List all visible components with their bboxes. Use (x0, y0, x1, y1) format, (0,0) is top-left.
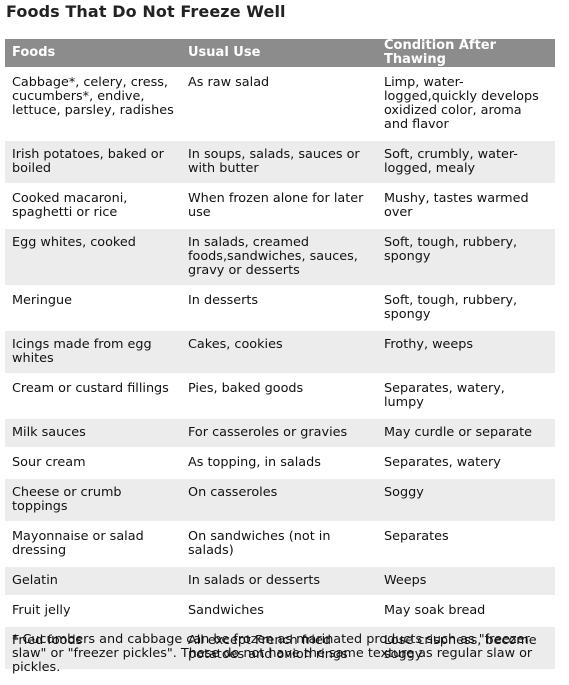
header-foods: Foods (5, 39, 181, 68)
food-cell: Fried foods (5, 625, 181, 669)
usual-use-cell: All except French fried potatoes and oni… (181, 625, 377, 669)
condition-cell: Weeps (377, 565, 555, 596)
usual-use-cell: As topping, in salads (181, 447, 377, 478)
table-row: Gelatin In salads or desserts Weeps (5, 565, 555, 596)
table-row: Milk sauces For casseroles or gravies May … (5, 417, 555, 448)
condition-cell: Separates, watery, lumpy (377, 373, 555, 418)
table-row: Fruit jelly Sandwiches May soak bread (5, 595, 555, 626)
condition-cell: Frothy, weeps (377, 329, 555, 374)
table-row: Cheese or crumb toppings On casseroles Sog… (5, 477, 555, 522)
food-cell: Cabbage*, celery, cress, cucumbers*, end… (5, 67, 181, 140)
usual-use-cell: Cakes, cookies (181, 329, 377, 374)
condition-cell: Mushy, tastes warmed over (377, 183, 555, 228)
usual-use-cell: In salads or desserts (181, 565, 377, 596)
table-header-row: Foods Usual Use Condition After Thawing (5, 39, 555, 68)
table-row: Cream or custard fillings Pies, baked goo… (5, 373, 555, 418)
condition-cell: Lose crispness, become soggy (377, 625, 555, 669)
condition-cell: May soak bread (377, 595, 555, 626)
usual-use-cell: Pies, baked goods (181, 373, 377, 418)
food-cell: Fruit jelly (5, 595, 181, 626)
condition-cell: Soft, tough, rubbery, spongy (377, 227, 555, 286)
food-cell: Cooked macaroni, spaghetti or rice (5, 183, 181, 228)
table-row: Icings made from egg whites Cakes, cookie… (5, 329, 555, 374)
food-cell: Sour cream (5, 447, 181, 478)
food-cell: Milk sauces (5, 417, 181, 448)
usual-use-cell: For casseroles or gravies (181, 417, 377, 448)
table-row: Cooked macaroni, spaghetti or rice When f… (5, 183, 555, 228)
usual-use-cell: In soups, salads, sauces or with butter (181, 139, 377, 184)
table-row: Irish potatoes, baked or boiled In soups,… (5, 139, 555, 184)
food-cell: Egg whites, cooked (5, 227, 181, 286)
usual-use-cell: In salads, creamed foods,sandwiches, sau… (181, 227, 377, 286)
condition-cell: Separates (377, 521, 555, 566)
usual-use-cell: Sandwiches (181, 595, 377, 626)
food-cell: Mayonnaise or salad dressing (5, 521, 181, 566)
food-cell: Gelatin (5, 565, 181, 596)
usual-use-cell: In desserts (181, 285, 377, 330)
food-cell: Irish potatoes, baked or boiled (5, 139, 181, 184)
footnote: * Cucumbers and cabbage can be frozen as… (12, 632, 533, 675)
condition-cell: Soggy (377, 477, 555, 522)
table-body: Cabbage*, celery, cress, cucumbers*, end… (5, 67, 555, 669)
condition-cell: Limp, water-logged,quickly develops oxid… (377, 67, 555, 140)
table-row: Egg whites, cooked In salads, creamed foo… (5, 227, 555, 286)
page-title: Foods That Do Not Freeze Well (6, 2, 286, 21)
food-cell: Icings made from egg whites (5, 329, 181, 374)
usual-use-cell: When frozen alone for later use (181, 183, 377, 228)
usual-use-cell: As raw salad (181, 67, 377, 140)
food-cell: Cheese or crumb toppings (5, 477, 181, 522)
freeze-table: Foods Usual Use Condition After Thawing … (5, 39, 555, 669)
table-row: Mayonnaise or salad dressing On sandwiche… (5, 521, 555, 566)
header-usual-use: Usual Use (181, 39, 377, 68)
condition-cell: Separates, watery (377, 447, 555, 478)
condition-cell: Soft, crumbly, water-logged, mealy (377, 139, 555, 184)
usual-use-cell: On sandwiches (not in salads) (181, 521, 377, 566)
table-row: Sour cream As topping, in salads Separates… (5, 447, 555, 478)
food-cell: Meringue (5, 285, 181, 330)
table-row: Cabbage*, celery, cress, cucumbers*, end… (5, 67, 555, 140)
condition-cell: May curdle or separate (377, 417, 555, 448)
condition-cell: Soft, tough, rubbery, spongy (377, 285, 555, 330)
usual-use-cell: On casseroles (181, 477, 377, 522)
table-row: Meringue In desserts Soft, tough, rubbery,… (5, 285, 555, 330)
table-row: Fried foods All except French fried potat… (5, 625, 555, 669)
food-cell: Cream or custard fillings (5, 373, 181, 418)
header-condition-after-thawing: Condition After Thawing (377, 39, 555, 68)
